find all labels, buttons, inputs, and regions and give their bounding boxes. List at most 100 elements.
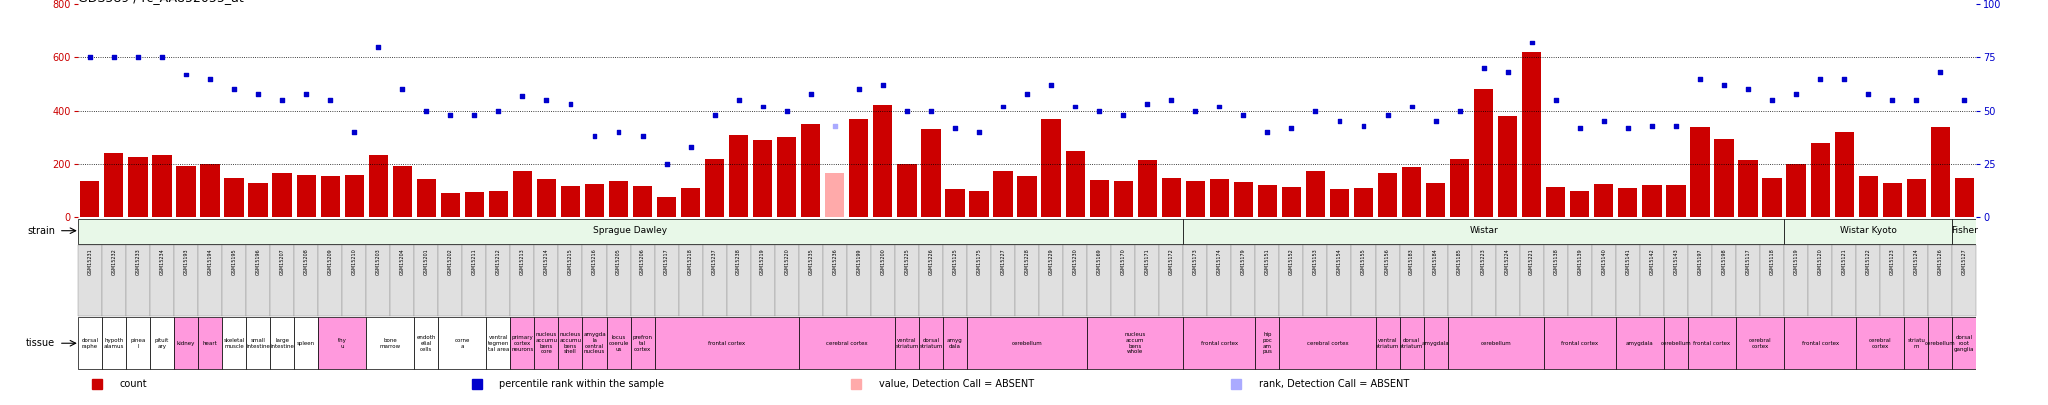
- Text: GSM15224: GSM15224: [1505, 249, 1509, 275]
- Bar: [246, 317, 270, 369]
- Bar: [702, 245, 727, 316]
- Text: amygdala: amygdala: [1421, 341, 1450, 346]
- Point: [674, 144, 707, 150]
- Bar: [440, 194, 461, 217]
- Bar: [150, 317, 174, 369]
- Bar: [729, 135, 748, 217]
- Text: GSM15197: GSM15197: [1698, 249, 1702, 275]
- Text: nucleus
accum
bens
whole: nucleus accum bens whole: [1124, 332, 1145, 354]
- Bar: [1784, 245, 1808, 316]
- Point: [578, 133, 610, 140]
- Bar: [942, 245, 967, 316]
- Bar: [78, 219, 1184, 244]
- Point: [698, 112, 731, 118]
- Bar: [416, 179, 436, 217]
- Point: [1780, 90, 1812, 97]
- Text: Wistar: Wistar: [1468, 226, 1497, 235]
- Text: GSM15185: GSM15185: [1456, 249, 1462, 275]
- Point: [98, 54, 131, 61]
- Bar: [1403, 167, 1421, 217]
- Bar: [1808, 245, 1833, 316]
- Bar: [1954, 178, 1974, 217]
- Text: frontal cortex: frontal cortex: [1200, 341, 1237, 346]
- Point: [145, 54, 178, 61]
- Text: cerebral
cortex: cerebral cortex: [1749, 338, 1772, 349]
- Bar: [465, 192, 483, 217]
- Bar: [1137, 160, 1157, 217]
- Bar: [1759, 245, 1784, 316]
- Bar: [727, 245, 752, 316]
- Bar: [1475, 90, 1493, 217]
- Bar: [1546, 187, 1565, 217]
- Bar: [1018, 176, 1036, 217]
- Text: GSM15151: GSM15151: [1266, 249, 1270, 275]
- Bar: [1907, 179, 1925, 217]
- Text: ventral
striatum: ventral striatum: [1376, 338, 1399, 349]
- Bar: [1952, 219, 1976, 244]
- Bar: [655, 317, 799, 369]
- Bar: [342, 245, 367, 316]
- Bar: [1399, 317, 1423, 369]
- Point: [1130, 101, 1163, 108]
- Bar: [1329, 190, 1350, 217]
- Bar: [1184, 219, 1784, 244]
- Point: [1636, 122, 1669, 129]
- Point: [842, 86, 874, 93]
- Bar: [221, 317, 246, 369]
- Text: GSM15226: GSM15226: [928, 249, 934, 275]
- Bar: [322, 177, 340, 217]
- Text: GSM15194: GSM15194: [207, 249, 213, 275]
- Bar: [1063, 245, 1087, 316]
- Text: primary
cortex
neurons: primary cortex neurons: [512, 335, 535, 352]
- Point: [555, 101, 588, 108]
- Text: GSM15234: GSM15234: [160, 249, 164, 275]
- Text: GSM15217: GSM15217: [664, 249, 670, 275]
- Text: bone
marrow: bone marrow: [379, 338, 401, 349]
- Text: frontal cortex: frontal cortex: [709, 341, 745, 346]
- Bar: [225, 178, 244, 217]
- Bar: [485, 317, 510, 369]
- Text: GSM15230: GSM15230: [1073, 249, 1077, 275]
- Text: GSM15215: GSM15215: [567, 249, 573, 275]
- Text: GSM15204: GSM15204: [399, 249, 406, 275]
- Text: GSM15183: GSM15183: [1409, 249, 1413, 275]
- Point: [1755, 97, 1788, 103]
- Bar: [414, 317, 438, 369]
- Text: ventral
striatum: ventral striatum: [895, 338, 920, 349]
- Text: GSM15238: GSM15238: [735, 249, 741, 275]
- Bar: [1786, 164, 1806, 217]
- Bar: [608, 181, 629, 217]
- Bar: [1712, 245, 1737, 316]
- Text: GSM15216: GSM15216: [592, 249, 598, 275]
- Bar: [1354, 188, 1372, 217]
- Bar: [1642, 185, 1661, 217]
- Bar: [1450, 159, 1468, 217]
- Point: [1419, 118, 1452, 125]
- Text: GSM15122: GSM15122: [1866, 249, 1870, 275]
- Bar: [1280, 317, 1376, 369]
- Bar: [512, 171, 532, 217]
- Point: [1276, 125, 1309, 131]
- Bar: [1423, 317, 1448, 369]
- Bar: [438, 245, 463, 316]
- Point: [891, 107, 924, 114]
- Bar: [1399, 245, 1423, 316]
- Bar: [1663, 245, 1688, 316]
- Point: [1683, 75, 1716, 82]
- Text: GDS589 / rc_AA852055_at: GDS589 / rc_AA852055_at: [78, 0, 244, 4]
- Bar: [537, 179, 557, 217]
- Text: GSM15155: GSM15155: [1362, 249, 1366, 275]
- Bar: [1737, 245, 1759, 316]
- Text: GSM15126: GSM15126: [1937, 249, 1944, 275]
- Bar: [1112, 245, 1135, 316]
- Bar: [846, 245, 870, 316]
- Text: GSM15231: GSM15231: [88, 249, 92, 275]
- Bar: [969, 191, 989, 217]
- Bar: [270, 317, 295, 369]
- Bar: [1255, 245, 1280, 316]
- Text: GSM15207: GSM15207: [281, 249, 285, 275]
- Text: kidney: kidney: [176, 341, 195, 346]
- Point: [1083, 107, 1116, 114]
- Point: [289, 90, 322, 97]
- Point: [1106, 112, 1139, 118]
